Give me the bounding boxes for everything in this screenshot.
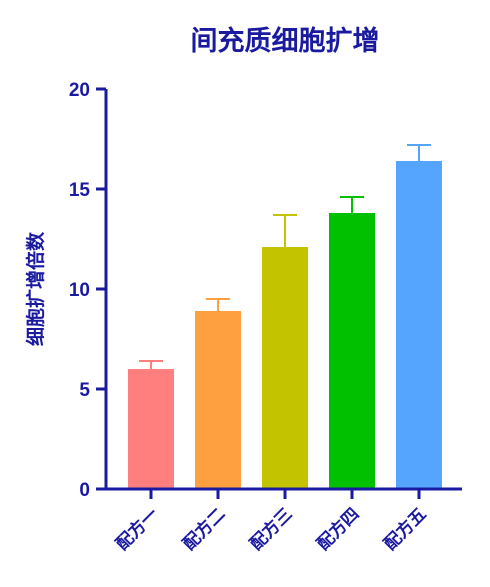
x-tick-label: 配方二 <box>179 504 230 555</box>
chart-title: 间充质细胞扩增 <box>191 25 380 57</box>
y-axis-label: 细胞扩增倍数 <box>24 231 47 346</box>
y-ticks-layer: 0 5 10 15 20 <box>69 80 106 501</box>
bar-2 <box>195 311 241 489</box>
bars-layer <box>128 161 442 489</box>
y-tick-label: 5 <box>79 380 90 401</box>
error-bars-layer <box>139 144 431 369</box>
x-tick-label: 配方三 <box>246 504 297 555</box>
bar-1 <box>128 369 174 489</box>
bar-3 <box>262 247 308 489</box>
y-tick-label: 0 <box>79 480 90 501</box>
bar-4 <box>329 213 375 489</box>
x-tick-label: 配方一 <box>112 504 163 555</box>
x-tick-label: 配方四 <box>313 504 364 555</box>
x-tick-label: 配方五 <box>380 504 431 555</box>
bar-5 <box>396 161 442 489</box>
y-tick-label: 10 <box>69 280 90 301</box>
y-tick-label: 15 <box>69 180 91 201</box>
x-ticks-layer: 配方一 配方二 配方三 配方四 配方五 <box>112 489 431 555</box>
y-tick-label: 20 <box>69 80 90 101</box>
